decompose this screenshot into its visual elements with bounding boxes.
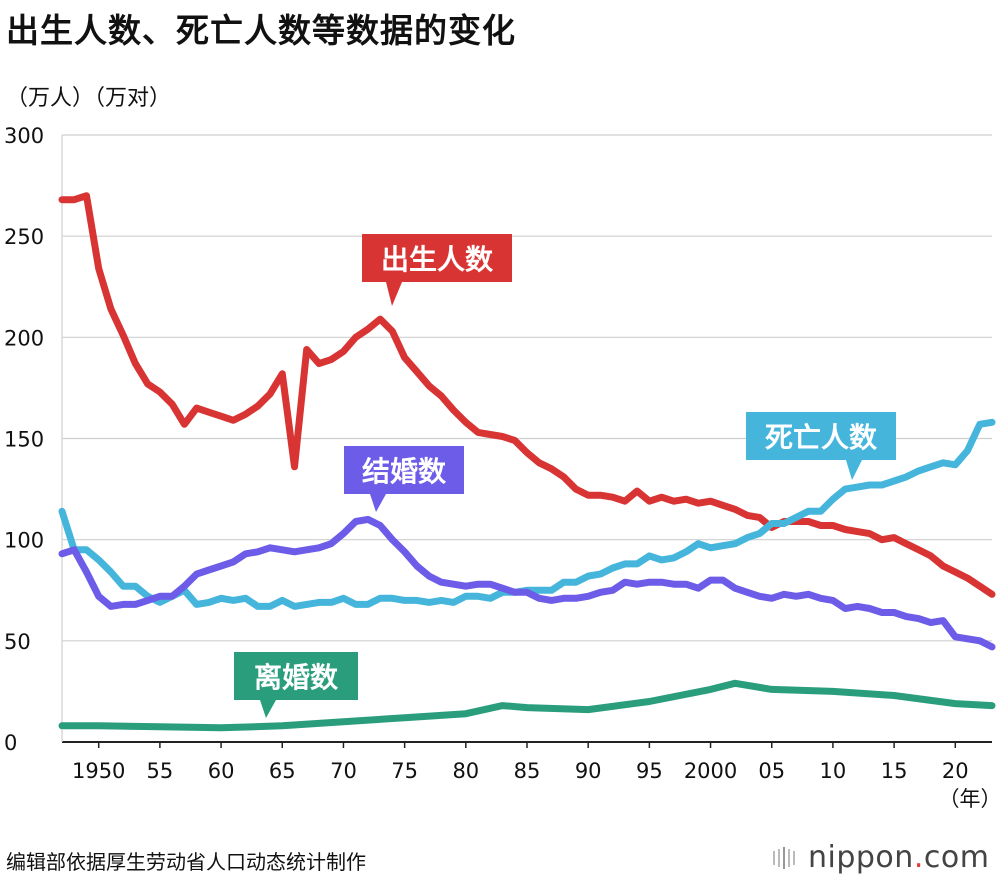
callout: 出生人数 xyxy=(362,234,512,306)
nippon-logo: nippon.com xyxy=(772,840,989,875)
x-tick-label: 90 xyxy=(575,759,602,783)
callout-label: 出生人数 xyxy=(381,243,494,276)
y-tick-label: 100 xyxy=(4,529,44,553)
x-tick-label: 85 xyxy=(514,759,541,783)
x-tick-label: 55 xyxy=(147,759,174,783)
y-tick-label: 250 xyxy=(4,225,44,249)
x-tick-label: 80 xyxy=(452,759,479,783)
x-tick-label: 70 xyxy=(330,759,357,783)
y-axis-ticks: 0 50 100 150 200 250 300 xyxy=(4,124,44,755)
y-tick-label: 300 xyxy=(4,124,44,148)
callout-pointer xyxy=(370,494,386,512)
x-axis-ticks: 1950 55 60 65 70 75 80 85 90 95 2000 05 10 15 20 xyxy=(72,742,969,783)
callout-label: 离婚数 xyxy=(254,661,339,694)
x-tick-label: 05 xyxy=(758,759,785,783)
x-tick-label: 10 xyxy=(820,759,847,783)
x-tick-label: 1950 xyxy=(72,759,125,783)
chart-title: 出生人数、死亡人数等数据的变化 xyxy=(6,11,516,50)
x-tick-label: 65 xyxy=(269,759,296,783)
callout-label: 死亡人数 xyxy=(765,421,878,454)
callout: 死亡人数 xyxy=(746,412,896,480)
series-line xyxy=(58,679,996,732)
x-tick-label: 75 xyxy=(391,759,418,783)
logo-suffix: com xyxy=(923,840,990,875)
callout-pointer xyxy=(260,700,276,718)
x-tick-label: 20 xyxy=(942,759,969,783)
y-tick-label: 150 xyxy=(4,428,44,452)
source-note: 编辑部依据厚生劳动省人口动态统计制作 xyxy=(6,850,366,874)
logo-text: nippon xyxy=(808,840,914,875)
y-tick-label: 50 xyxy=(4,630,31,654)
logo-dot: . xyxy=(913,840,924,875)
y-tick-label: 200 xyxy=(4,326,44,350)
series-line xyxy=(58,192,996,598)
y-tick-label: 0 xyxy=(4,731,17,755)
series-lines xyxy=(58,192,996,732)
callout-box xyxy=(234,652,358,700)
x-tick-label: 15 xyxy=(881,759,908,783)
x-tick-label: 60 xyxy=(208,759,235,783)
units-label: （万人）（万对） xyxy=(6,86,172,111)
callout-box xyxy=(344,446,464,494)
callout-box xyxy=(362,234,512,282)
callout-label: 结婚数 xyxy=(362,455,447,488)
callout-pointer xyxy=(846,460,862,480)
logo-bars-icon xyxy=(773,847,795,869)
callout: 结婚数 xyxy=(344,446,464,512)
x-tick-label: 2000 xyxy=(684,759,737,783)
callout-pointer xyxy=(386,282,402,306)
x-tick-label: 95 xyxy=(636,759,663,783)
callout: 离婚数 xyxy=(234,652,358,718)
x-axis-label: （年） xyxy=(939,787,1000,811)
callout-box xyxy=(746,412,896,460)
series-line xyxy=(58,515,996,651)
